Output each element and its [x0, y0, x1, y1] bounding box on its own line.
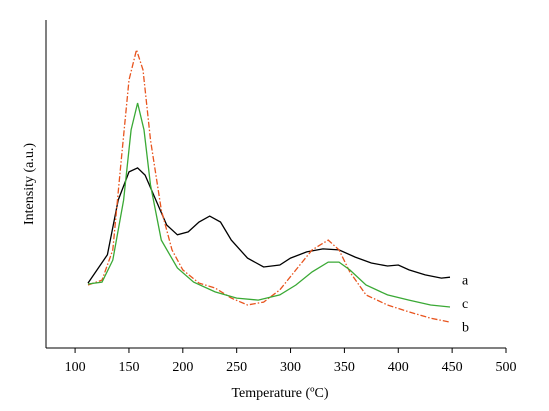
series-label: a	[462, 273, 469, 288]
x-tick-label: 150	[118, 360, 139, 375]
series-label: b	[462, 320, 469, 335]
x-tick-label: 400	[388, 360, 409, 375]
series-line	[87, 102, 451, 308]
x-tick-label: 250	[226, 360, 247, 375]
series-label: c	[462, 297, 468, 312]
x-tick-label: 300	[280, 360, 301, 375]
x-tick-label: 350	[334, 360, 355, 375]
series-line	[87, 47, 451, 323]
x-axis-label: Temperature (ºC)	[231, 386, 328, 401]
x-tick-label: 450	[442, 360, 463, 375]
x-tick-label: 200	[172, 360, 193, 375]
x-tick-label: 500	[496, 360, 517, 375]
y-axis-label: Intensity (a.u.)	[22, 143, 37, 225]
x-tick-label: 100	[65, 360, 86, 375]
series-line	[87, 167, 451, 284]
